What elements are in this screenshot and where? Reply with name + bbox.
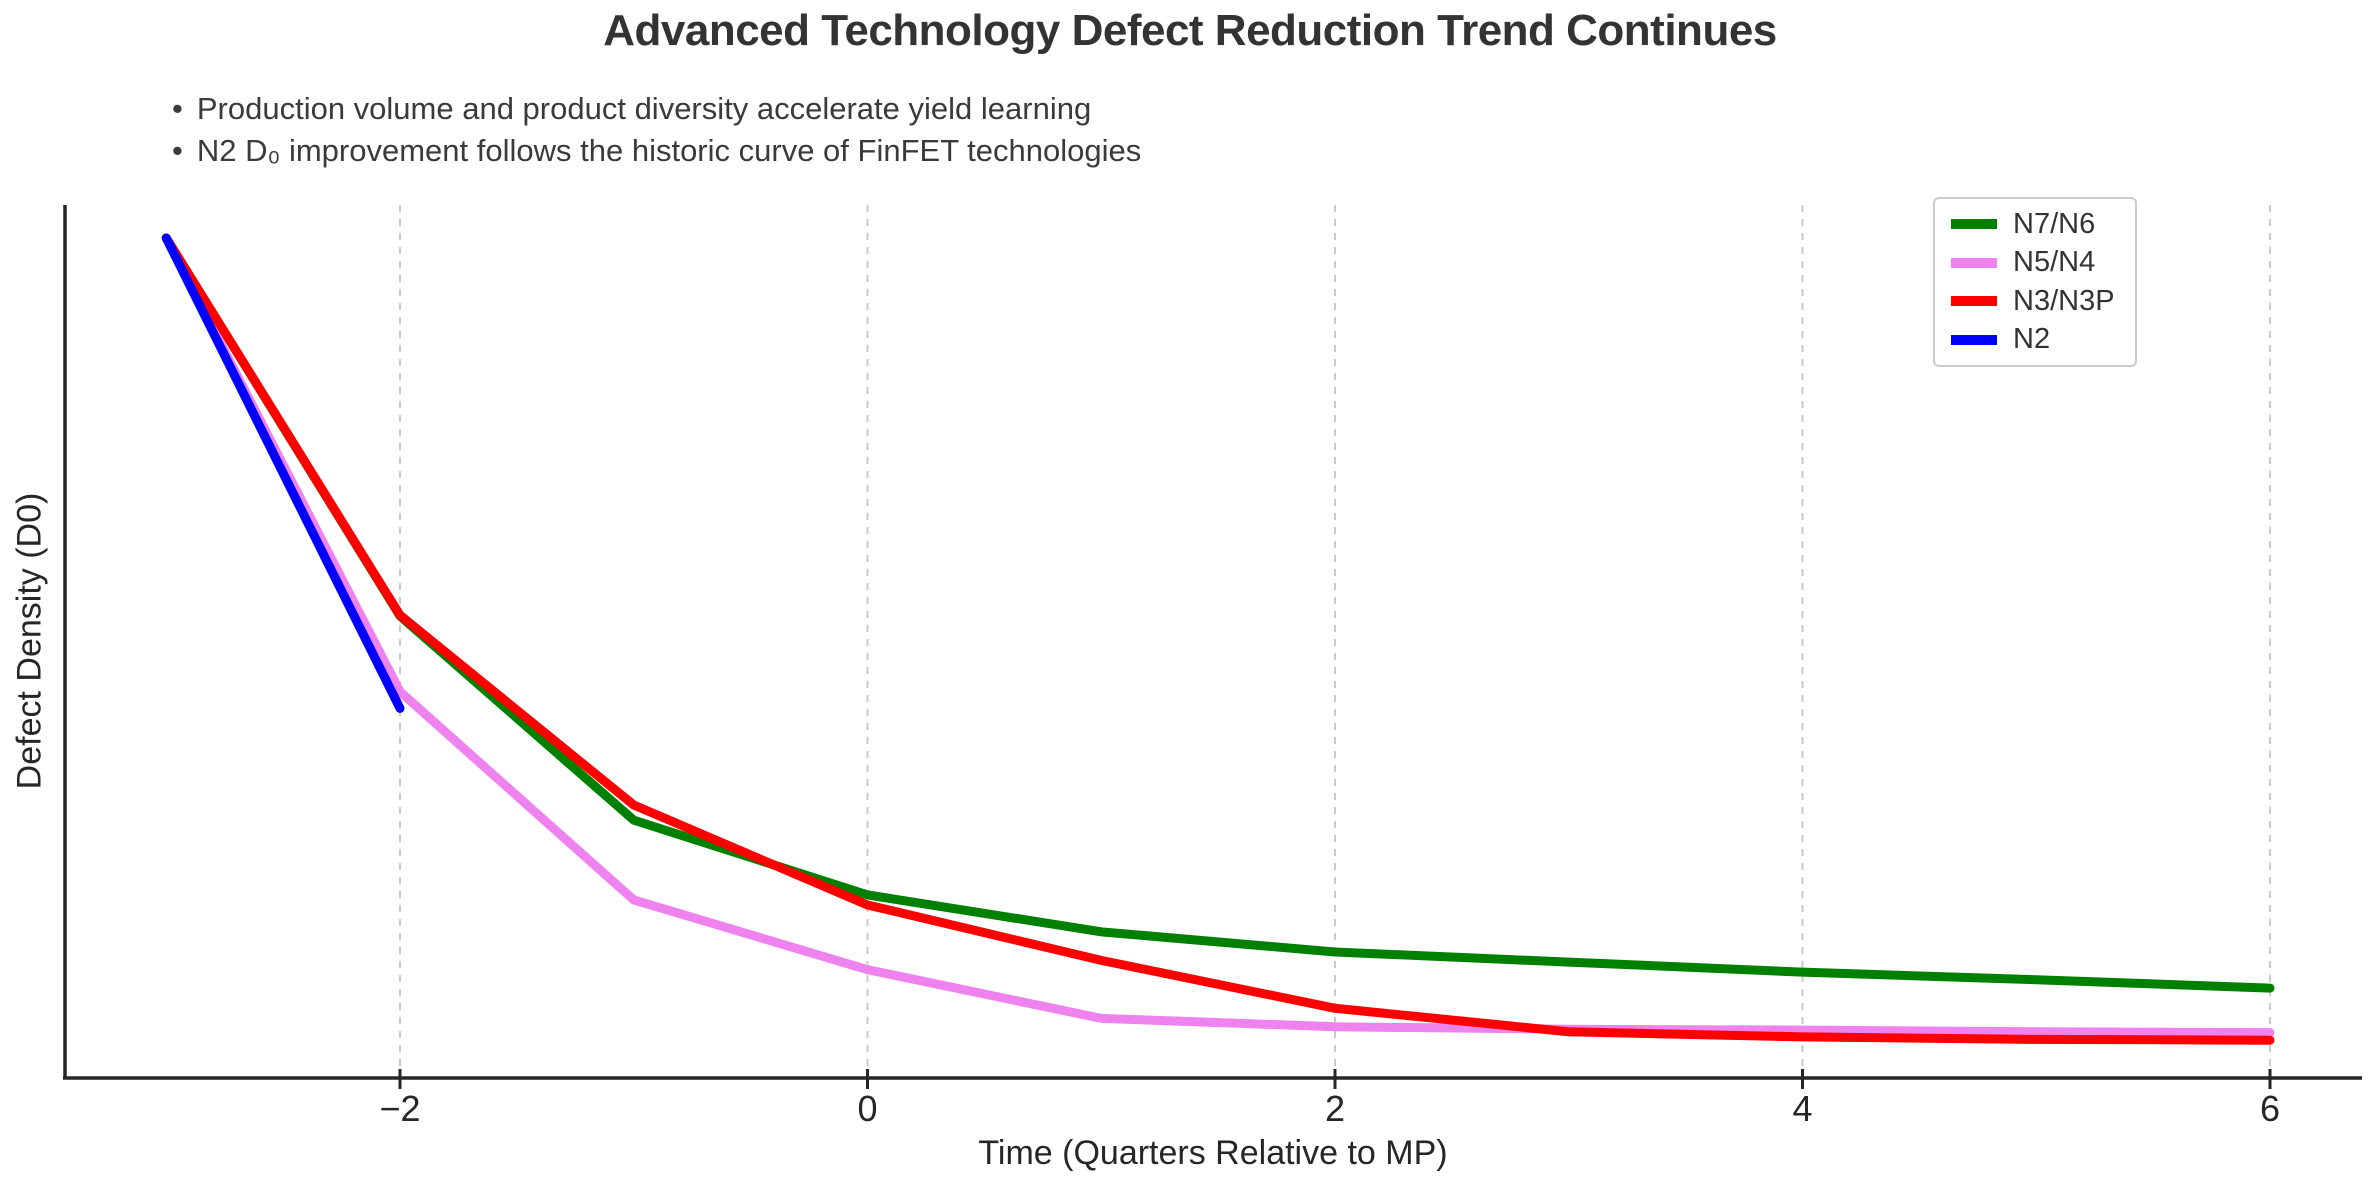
bullet-item: • Production volume and product diversity… bbox=[172, 88, 1141, 130]
legend-swatch bbox=[1951, 219, 1997, 230]
legend: N7/N6 N5/N4 N3/N3P N2 bbox=[1933, 197, 2137, 367]
x-tick-label: 6 bbox=[2259, 1088, 2281, 1129]
legend-label: N2 bbox=[2013, 323, 2051, 356]
x-tick-label: −2 bbox=[379, 1088, 421, 1129]
bullet-text: Production volume and product diversity … bbox=[196, 91, 1092, 126]
x-tick-label: 4 bbox=[1792, 1088, 1813, 1129]
x-axis-label: Time (Quarters Relative to MP) bbox=[978, 1134, 1448, 1172]
series-line-N2 bbox=[161, 233, 405, 713]
legend-swatch bbox=[1951, 257, 1997, 268]
legend-swatch bbox=[1951, 334, 1997, 345]
bullet-marker: • bbox=[172, 133, 183, 168]
bullet-marker: • bbox=[172, 91, 183, 126]
bullet-list: • Production volume and product diversity… bbox=[172, 88, 1141, 172]
bullet-text: N2 D₀ improvement follows the historic c… bbox=[196, 133, 1142, 168]
chart-title: Advanced Technology Defect Reduction Tre… bbox=[603, 6, 1777, 55]
x-tick-label: 0 bbox=[857, 1088, 878, 1129]
legend-label: N7/N6 bbox=[2013, 207, 2096, 240]
legend-item: N3/N3P bbox=[1935, 282, 2135, 320]
legend-item: N2 bbox=[1935, 321, 2135, 359]
x-tick-label: 2 bbox=[1324, 1088, 1346, 1129]
legend-label: N5/N4 bbox=[2013, 246, 2096, 279]
legend-swatch bbox=[1951, 296, 1997, 307]
legend-item: N5/N4 bbox=[1935, 244, 2135, 282]
bullet-item: • N2 D₀ improvement follows the historic … bbox=[172, 130, 1141, 172]
series-line-N5/N4 bbox=[161, 233, 2275, 1038]
legend-item: N7/N6 bbox=[1935, 205, 2135, 243]
series-line-N7/N6 bbox=[161, 233, 2275, 993]
series-line-N3/N3P bbox=[161, 233, 2275, 1045]
legend-label: N3/N3P bbox=[2013, 284, 2115, 317]
